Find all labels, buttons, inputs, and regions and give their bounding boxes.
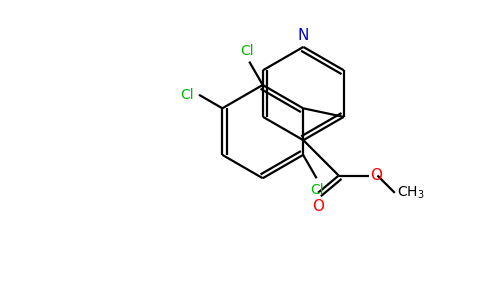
Text: O: O [312, 199, 324, 214]
Text: CH$_3$: CH$_3$ [397, 185, 425, 201]
Text: Cl: Cl [181, 88, 194, 102]
Text: Cl: Cl [240, 44, 254, 58]
Text: O: O [371, 168, 382, 183]
Text: N: N [298, 28, 309, 43]
Text: Cl: Cl [310, 183, 323, 197]
